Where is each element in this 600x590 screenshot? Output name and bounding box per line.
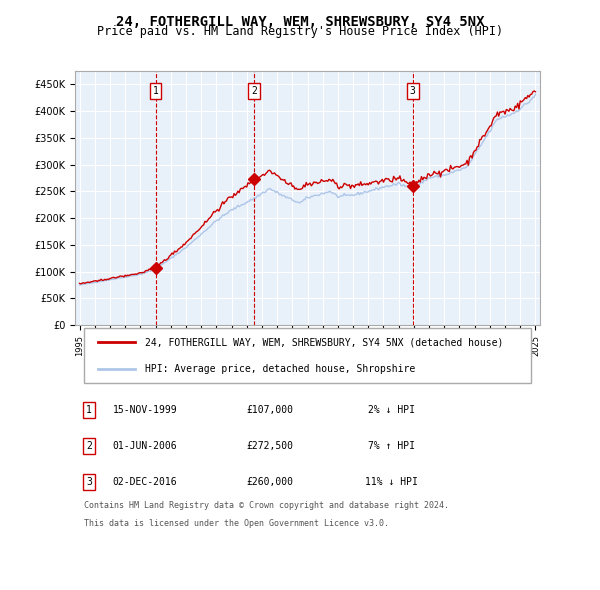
Text: 1: 1 bbox=[86, 405, 92, 415]
Text: 1: 1 bbox=[152, 86, 158, 96]
Text: 01-JUN-2006: 01-JUN-2006 bbox=[112, 441, 177, 451]
Text: 11% ↓ HPI: 11% ↓ HPI bbox=[365, 477, 418, 487]
Text: Contains HM Land Registry data © Crown copyright and database right 2024.: Contains HM Land Registry data © Crown c… bbox=[84, 501, 449, 510]
Text: 3: 3 bbox=[86, 477, 92, 487]
Text: £260,000: £260,000 bbox=[247, 477, 294, 487]
FancyBboxPatch shape bbox=[84, 328, 531, 383]
Text: £107,000: £107,000 bbox=[247, 405, 294, 415]
Text: Price paid vs. HM Land Registry's House Price Index (HPI): Price paid vs. HM Land Registry's House … bbox=[97, 25, 503, 38]
Text: HPI: Average price, detached house, Shropshire: HPI: Average price, detached house, Shro… bbox=[145, 364, 415, 374]
Text: 3: 3 bbox=[410, 86, 416, 96]
Text: 15-NOV-1999: 15-NOV-1999 bbox=[112, 405, 177, 415]
Text: 2: 2 bbox=[86, 441, 92, 451]
Text: £272,500: £272,500 bbox=[247, 441, 294, 451]
Text: 24, FOTHERGILL WAY, WEM, SHREWSBURY, SY4 5NX (detached house): 24, FOTHERGILL WAY, WEM, SHREWSBURY, SY4… bbox=[145, 337, 503, 347]
Text: 7% ↑ HPI: 7% ↑ HPI bbox=[368, 441, 415, 451]
Text: This data is licensed under the Open Government Licence v3.0.: This data is licensed under the Open Gov… bbox=[84, 519, 389, 528]
Text: 02-DEC-2016: 02-DEC-2016 bbox=[112, 477, 177, 487]
Text: 2% ↓ HPI: 2% ↓ HPI bbox=[368, 405, 415, 415]
Text: 24, FOTHERGILL WAY, WEM, SHREWSBURY, SY4 5NX: 24, FOTHERGILL WAY, WEM, SHREWSBURY, SY4… bbox=[116, 15, 484, 29]
Text: 2: 2 bbox=[251, 86, 257, 96]
